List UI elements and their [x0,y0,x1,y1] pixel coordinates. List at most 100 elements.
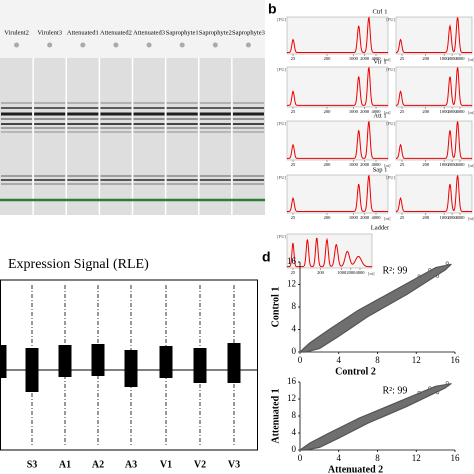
ep-tick-label: 200 [324,109,332,114]
ep-trace [287,120,388,159]
x-tick-label: 8 [375,355,380,365]
x-axis-label: Control 2 [335,366,376,377]
ep-tick-label: 2000 [360,56,370,61]
rle-category: V1 [160,459,172,470]
ep-tick-label: 4000 [372,162,382,167]
ep-tick-label: 1000 [440,56,450,61]
x-tick-label: 8 [375,453,380,463]
panel-label: b [268,1,277,17]
ep-tick-label: 25 [291,109,296,114]
rle-box [58,345,72,377]
outlier-point [428,268,432,272]
ep-tick-label: 4000 [456,215,466,220]
ep-sample-label: Ladder [371,224,390,231]
ep-tick-label: 1000 [440,109,450,114]
x-tick-label: 4 [337,453,342,463]
rle-box [227,343,241,383]
rle-category: V3 [228,459,240,470]
y-tick-label: 8 [292,301,297,311]
ep-tick-label: 2000 [346,270,356,275]
ep-tick-label: 2000 [360,109,370,114]
ep-y-unit: [FU] [277,121,286,126]
ep-tick-label: 1000 [349,56,359,61]
outlier-point [428,386,432,390]
lane-label: Attenuated2 [100,29,132,36]
annotation: R²: 99 [382,265,407,276]
y-tick-label: 0 [292,346,297,356]
ep-frame [286,174,389,214]
ep-y-unit: [FU] [277,67,286,72]
ep-tick-label: 1000 [349,215,359,220]
ep-tick-label: 1000 [440,215,450,220]
rle-box [91,344,105,376]
ep-tick-label: 25 [291,215,296,220]
y-axis-label: Attenuated 1 [270,388,281,443]
ep-tick-label: 25 [291,162,296,167]
lane-well [113,42,119,48]
ep-tick-label: 4000 [372,109,382,114]
ep-tick-label: 1000 [349,109,359,114]
y-tick-label: 12 [287,279,296,289]
ep-tick-label: 2000 [360,215,370,220]
ep-trace [396,17,472,53]
ep-tick-label: 200 [317,270,325,275]
ep-x-unit: [nt] [384,110,391,115]
ep-y-unit: [FU] [277,175,286,180]
ep-x-unit: [nt] [468,163,474,168]
y-tick-label: 16 [287,256,297,266]
ep-tick-label: 4000 [372,215,382,220]
outlier-point [435,391,440,395]
ep-sample-label: Ctrl 1 [373,8,388,15]
ep-sample-label: Att 1 [373,112,386,119]
outlier-point [417,391,421,395]
lane-well [179,42,185,48]
ep-tick-label: 2000 [448,109,458,114]
ep-tick-label: 4000 [372,56,382,61]
ep-tick-label: 25 [400,162,405,167]
ep-tick-label: 1000 [440,162,450,167]
ep-tick-label: 200 [422,56,430,61]
outlier-point [417,274,421,278]
ep-trace [395,175,472,212]
y-axis-label: Control 1 [270,287,281,328]
point-cloud [299,263,452,353]
ep-tick-label: 1000 [349,162,359,167]
outlier-point [435,274,440,278]
x-axis-label: Attenuated 2 [328,464,383,474]
lane-well [80,42,86,48]
x-tick-label: 16 [451,355,461,365]
ep-tick-label: 2000 [448,56,458,61]
rle-title: Expression Signal (RLE) [8,257,149,272]
panel-label: d [262,249,271,265]
rle-box [193,348,207,383]
rle-category: V2 [194,459,206,470]
lane-label: Attenuated1 [67,29,99,36]
ep-trace [396,121,472,159]
ep-sample-label: Sap 1 [373,166,388,173]
ep-tick-label: 4000 [356,270,366,275]
rle-category: S3 [27,459,38,470]
x-tick-label: 12 [412,355,421,365]
ep-tick-label: 200 [422,162,430,167]
ep-y-unit: [FU] [386,175,395,180]
y-tick-label: 4 [292,324,297,334]
y-tick-label: 0 [292,444,297,454]
lane-well [212,42,218,48]
ep-tick-label: 25 [291,270,296,275]
x-tick-label: 0 [298,453,303,463]
x-tick-label: 12 [412,453,421,463]
ep-tick-label: 200 [324,162,332,167]
ep-y-unit: [FU] [277,234,286,239]
ep-trace [396,67,472,106]
rle-box [124,350,138,387]
ep-y-unit: [FU] [386,67,395,72]
lane-label: Virulent3 [37,29,62,36]
ep-tick-label: 25 [400,56,405,61]
ep-y-unit: [FU] [386,17,395,22]
rle-category: A3 [125,459,137,470]
ep-x-unit: [nt] [468,57,474,62]
annotation: R²: 99 [382,385,407,396]
ep-tick-label: 200 [422,109,430,114]
ep-tick-label: 1000 [337,270,347,275]
